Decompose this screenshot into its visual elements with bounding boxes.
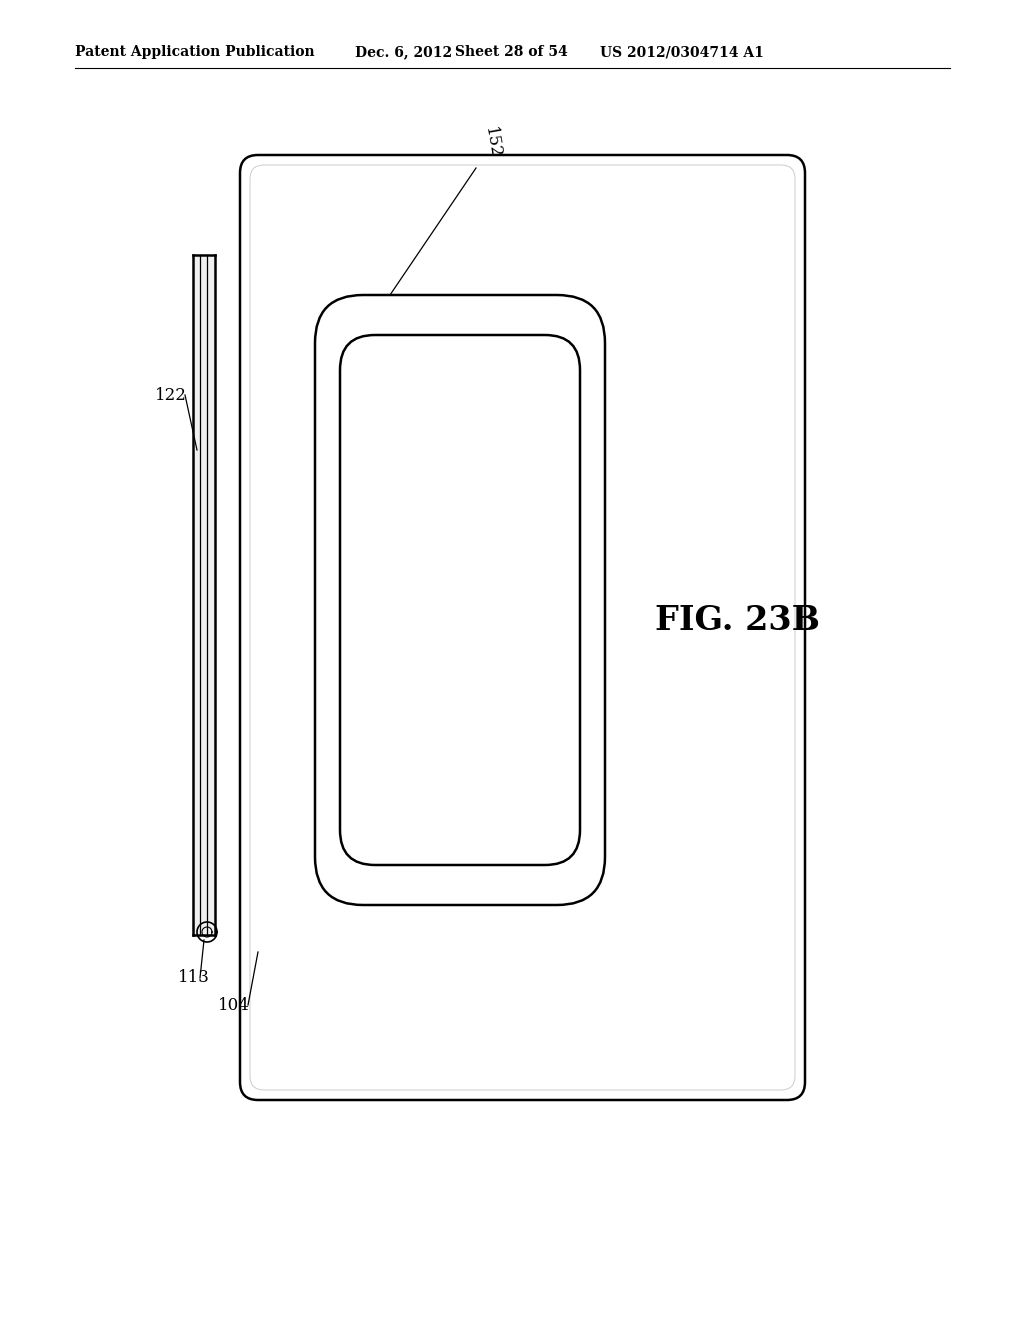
FancyBboxPatch shape bbox=[315, 294, 605, 906]
Text: 152: 152 bbox=[481, 125, 503, 160]
Text: US 2012/0304714 A1: US 2012/0304714 A1 bbox=[600, 45, 764, 59]
FancyBboxPatch shape bbox=[340, 335, 580, 865]
Text: 113: 113 bbox=[178, 969, 210, 986]
FancyBboxPatch shape bbox=[240, 154, 805, 1100]
Text: 104: 104 bbox=[218, 997, 250, 1014]
Text: FIG. 23B: FIG. 23B bbox=[655, 603, 820, 636]
Text: Sheet 28 of 54: Sheet 28 of 54 bbox=[455, 45, 567, 59]
Text: Patent Application Publication: Patent Application Publication bbox=[75, 45, 314, 59]
Text: 122: 122 bbox=[155, 387, 186, 404]
Text: Dec. 6, 2012: Dec. 6, 2012 bbox=[355, 45, 453, 59]
